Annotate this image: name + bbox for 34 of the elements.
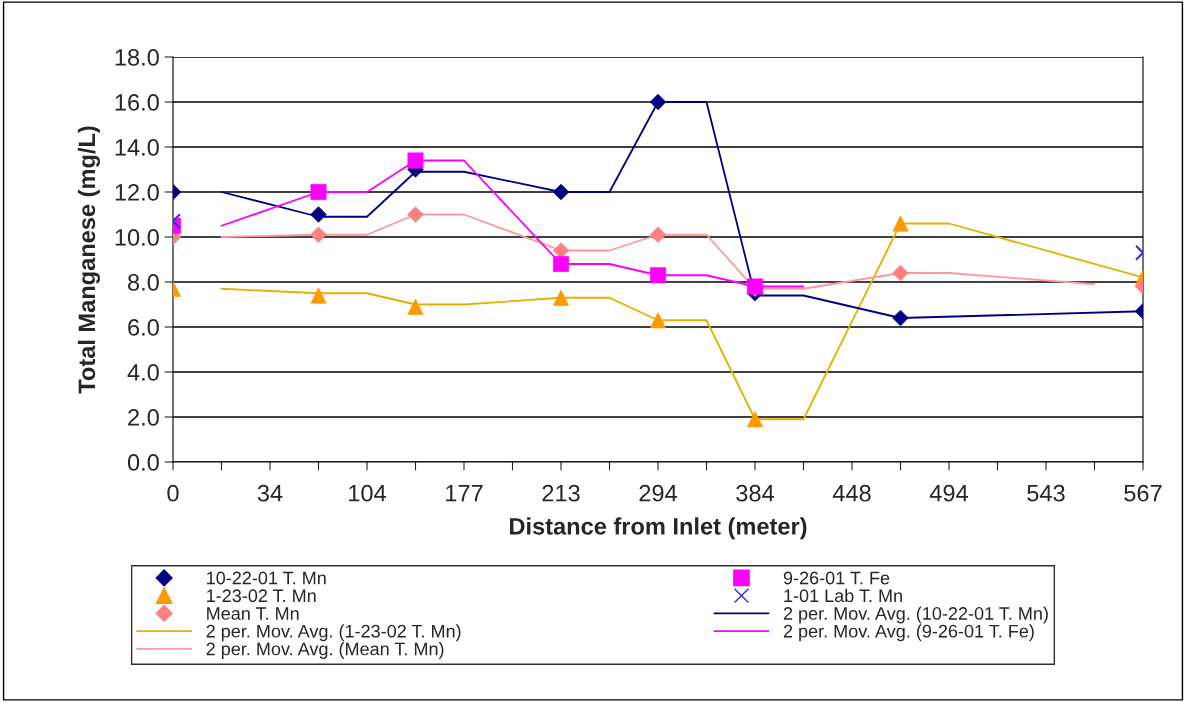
x-tick-label: 294 — [639, 484, 678, 502]
legend-label: 2 per. Mov. Avg. (Mean T. Mn) — [206, 642, 444, 659]
y-tick-label: 12.0 — [115, 184, 159, 201]
legend-label: 1-01 Lab T. Mn — [784, 588, 902, 603]
x-tick-label: 494 — [929, 484, 969, 502]
legend-label: 2 per. Mov. Avg. (1-23-02 T. Mn) — [206, 624, 461, 642]
x-tick-label: 177 — [446, 485, 483, 502]
x-tick-label: 213 — [542, 484, 580, 502]
x-tick-label: 567 — [1124, 484, 1162, 502]
y-tick-label: 6.0 — [128, 319, 159, 336]
x-tick-label: 0 — [167, 484, 179, 502]
legend-label: 2 per. Mov. Avg. (10-22-01 T. Mn) — [783, 606, 1048, 624]
point — [649, 226, 667, 243]
y-tick-label: 0.0 — [127, 454, 159, 471]
y-tick-label: 2.0 — [128, 409, 159, 426]
legend-label: 1-23-02 T. Mn — [207, 589, 316, 603]
x-tick-label: 34 — [257, 484, 283, 502]
y-tick-label: 16.0 — [115, 94, 159, 111]
y-tick-label: 8.0 — [128, 274, 159, 291]
y-tick-label: 10.0 — [115, 229, 159, 246]
legend-label: Mean T. Mn — [207, 607, 299, 620]
x-tick-label: 543 — [1027, 484, 1065, 502]
y-tick-label: 18.0 — [115, 49, 159, 66]
legend-label: 10-22-01 T. Mn — [207, 571, 326, 585]
x-tick-label: 104 — [349, 484, 387, 502]
legend-label: 2 per. Mov. Avg. (9-26-01 T. Fe) — [783, 624, 1034, 642]
y-axis-title: Total Manganese (mg/L) — [77, 126, 100, 394]
y-tick-label: 4.0 — [127, 364, 159, 381]
y-tick-label: 14.0 — [115, 139, 159, 156]
x-axis-title: Distance from Inlet (meter) — [510, 517, 807, 540]
x-tick-label: 384 — [736, 484, 775, 502]
x-tick-label: 448 — [832, 484, 871, 502]
legend-label: 9-26-01 T. Fe — [783, 571, 890, 585]
point — [553, 256, 569, 272]
